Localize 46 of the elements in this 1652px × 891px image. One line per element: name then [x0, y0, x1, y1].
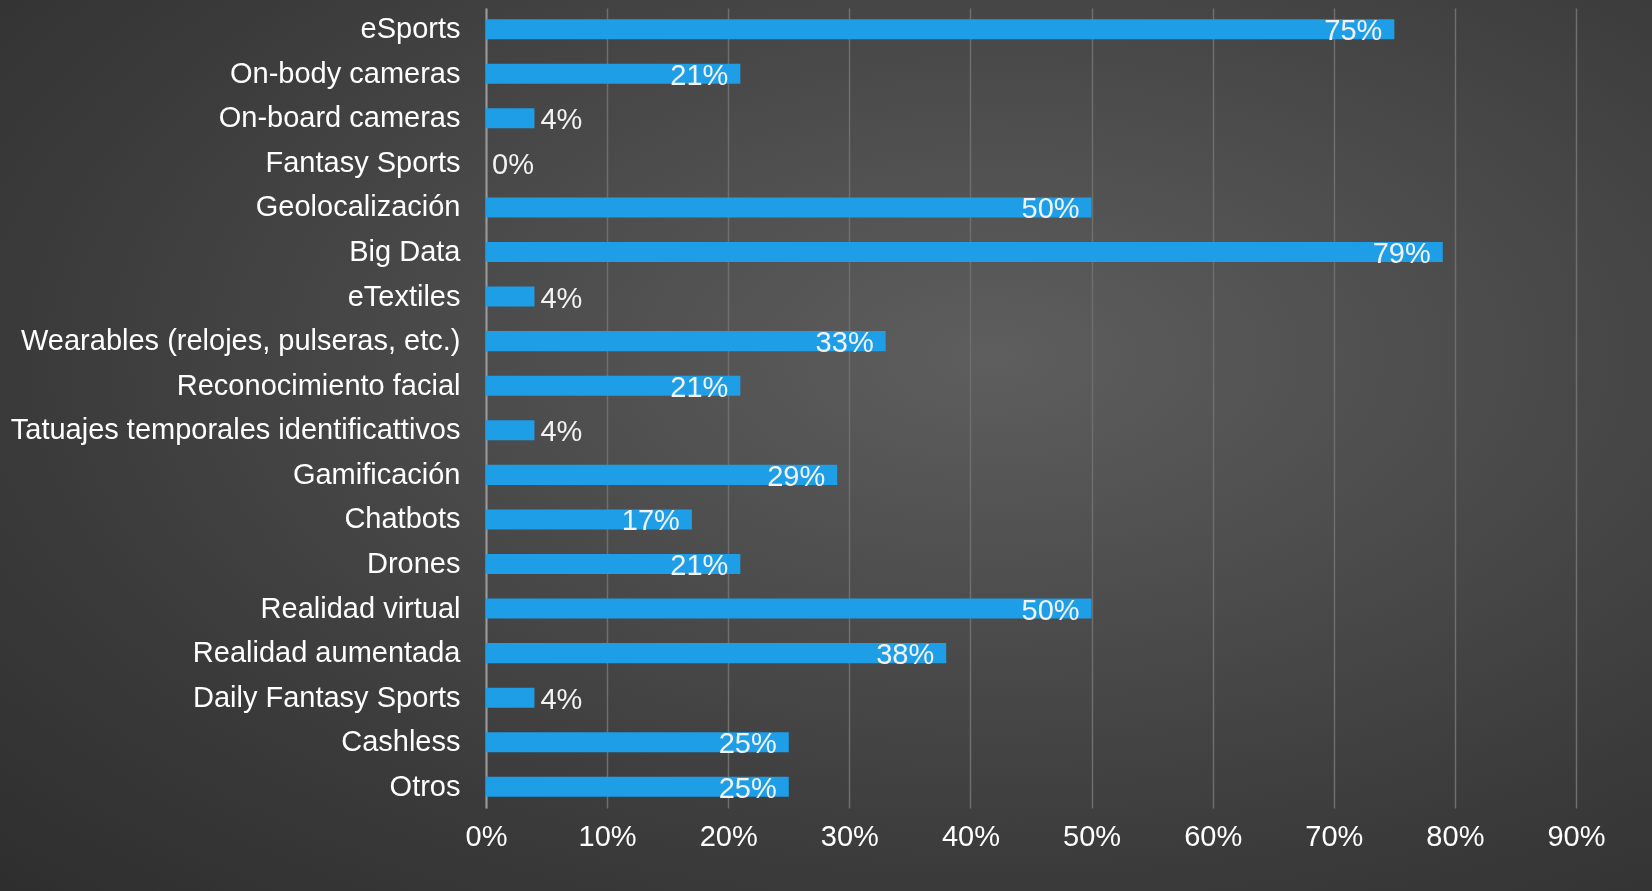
x-tick-label: 70%	[1305, 819, 1364, 852]
y-tick-label: Drones	[367, 546, 461, 579]
data-label: 33%	[815, 326, 874, 359]
data-label: 25%	[718, 727, 777, 760]
y-tick-label: Cashless	[341, 725, 461, 758]
y-tick-label: eTextiles	[347, 279, 461, 312]
x-tick-label: 60%	[1184, 819, 1243, 852]
data-label: 4%	[540, 281, 583, 314]
data-label: 50%	[1021, 593, 1080, 626]
y-tick-label: On-board cameras	[218, 101, 461, 134]
data-label: 21%	[670, 370, 729, 403]
data-label: 21%	[670, 548, 729, 581]
y-tick-label: Tatuajes temporales identificattivos	[10, 413, 461, 446]
y-tick-label: eSports	[360, 12, 461, 45]
data-label: 21%	[670, 58, 729, 91]
x-tick-label: 10%	[578, 819, 637, 852]
data-label: 38%	[876, 638, 935, 671]
data-label: 50%	[1021, 192, 1080, 225]
data-label: 4%	[540, 103, 583, 136]
y-tick-label: Fantasy Sports	[265, 145, 461, 178]
x-tick-label: 20%	[699, 819, 758, 852]
data-label: 4%	[540, 682, 583, 715]
y-tick-label: Realidad virtual	[260, 591, 461, 624]
data-label: 75%	[1324, 14, 1383, 47]
y-tick-label: Chatbots	[344, 502, 461, 535]
y-tick-label: Daily Fantasy Sports	[192, 680, 461, 713]
data-label: 0%	[492, 147, 534, 180]
data-label: 79%	[1372, 237, 1431, 270]
y-tick-label: Wearables (relojes, pulseras, etc.)	[21, 324, 461, 357]
x-tick-label: 0%	[465, 819, 508, 852]
x-tick-label: 90%	[1547, 819, 1606, 852]
x-tick-label: 80%	[1426, 819, 1485, 852]
x-tick-label: 40%	[941, 819, 1000, 852]
data-label: 4%	[540, 415, 583, 448]
y-tick-label: Realidad aumentada	[192, 636, 462, 669]
x-tick-label: 50%	[1063, 819, 1122, 852]
y-tick-label: On-body cameras	[230, 56, 461, 89]
y-tick-label: Gamificación	[292, 457, 461, 490]
y-tick-label: Geolocalización	[255, 190, 461, 223]
data-label: 29%	[767, 459, 826, 492]
y-tick-label: Big Data	[349, 235, 462, 268]
data-label: 25%	[718, 771, 777, 804]
y-tick-label: Otros	[389, 769, 461, 802]
data-label: 17%	[621, 504, 680, 537]
y-tick-label: Reconocimiento facial	[176, 368, 461, 401]
x-tick-label: 30%	[820, 819, 879, 852]
